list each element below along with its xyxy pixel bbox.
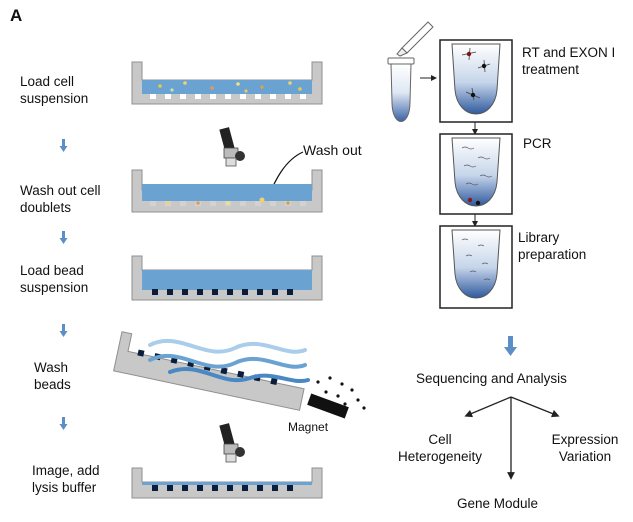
tray-wash-doublets [131, 169, 323, 213]
liquid [142, 80, 312, 94]
step-label-line: beads [34, 377, 71, 392]
cell-heterogeneity-label: Cell Heterogeneity [390, 431, 490, 465]
liquid [142, 184, 312, 201]
step-label-line: Load cell [20, 74, 75, 89]
step-label-line: Image, add [32, 463, 100, 478]
washed-particles [316, 376, 366, 410]
wash-out-label: Wash out [303, 142, 362, 158]
panel-label: A [10, 6, 23, 25]
rt-exon-box [439, 39, 513, 123]
step-label-line: Wash [34, 360, 69, 375]
tray-wash-beads [113, 331, 305, 411]
step-label-line: Wash out cell [20, 183, 101, 198]
pcr-box [439, 133, 513, 215]
down-arrow-icon [504, 336, 517, 356]
step-label-line: doublets [20, 200, 72, 215]
step-label-line: Load bead [20, 263, 84, 278]
tray-load-cells [131, 61, 323, 105]
step-label-line: lysis buffer [32, 480, 97, 495]
step-label-line: treatment [522, 62, 580, 77]
pcr-strands [461, 146, 493, 186]
outcome-label-line: Heterogeneity [397, 449, 483, 464]
pcr-label: PCR [523, 136, 552, 151]
expression-variation-label: Expression Variation [540, 431, 630, 465]
outcome-label-line: Variation [558, 449, 612, 464]
bead-dot [481, 63, 487, 69]
outcome-label-line: Expression [551, 432, 619, 447]
microwells [150, 94, 306, 99]
bead-dot [467, 197, 473, 203]
liquid [142, 270, 312, 290]
rt-molecules [461, 47, 491, 101]
step-wash-doublets-label: Wash out cell doublets [20, 182, 101, 216]
tray-image-lysis [131, 467, 323, 499]
step-label-line: preparation [518, 247, 587, 262]
down-arrow-icon [59, 231, 68, 244]
gene-module-label: Gene Module [457, 496, 539, 511]
analysis-branches [464, 396, 560, 480]
wash-waves [148, 338, 310, 383]
bead-dot [470, 92, 476, 98]
cells [158, 81, 302, 93]
rt-exon-label: RT and EXON I treatment [522, 44, 615, 78]
sequencing-label: Sequencing and Analysis [416, 371, 567, 386]
beads [152, 289, 293, 295]
left-step-arrows [59, 139, 68, 430]
sample-tube-icon [387, 57, 415, 122]
pipette-icon [396, 21, 434, 57]
magnet-label: Magnet [288, 420, 329, 434]
beads [152, 485, 293, 491]
step-label-line: Library [518, 230, 560, 245]
outcome-label-line: Cell [428, 432, 452, 447]
cell-dot [466, 51, 472, 57]
library-prep-label: Library preparation [518, 229, 586, 263]
step-label-line: suspension [20, 91, 89, 106]
library-fragments [461, 238, 491, 281]
step-label-line: RT and EXON I [522, 45, 616, 60]
cells-in-wells [166, 197, 290, 205]
microscope-icon [219, 423, 245, 463]
step-label-line: suspension [20, 280, 89, 295]
microscope-icon [219, 127, 245, 167]
library-prep-box [439, 225, 513, 309]
step-load-bead-label: Load bead suspension [20, 262, 88, 296]
step-load-cell-label: Load cell suspension [20, 73, 88, 107]
tray-load-beads [131, 255, 323, 301]
lysis-layer [142, 482, 312, 485]
down-arrow-icon [59, 417, 68, 430]
step-image-lysis-label: Image, add lysis buffer [32, 462, 100, 496]
magnet-icon [307, 393, 349, 419]
step-wash-beads-label: Wash beads [34, 359, 71, 393]
down-arrow-icon [59, 324, 68, 337]
down-arrow-icon [59, 139, 68, 152]
bead-dot [475, 200, 481, 206]
tray-body [113, 331, 305, 411]
